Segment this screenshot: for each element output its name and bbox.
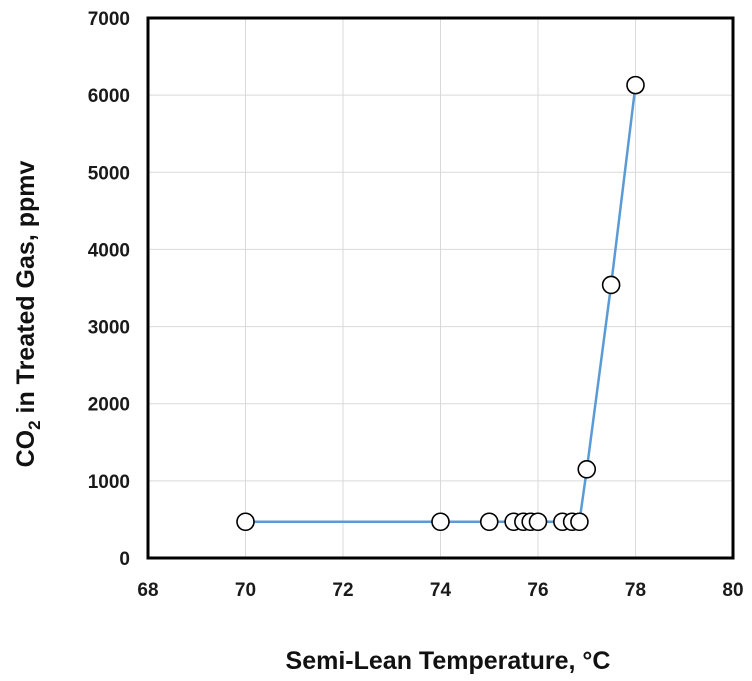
- y-tick-label: 2000: [88, 395, 130, 416]
- x-tick-label: 78: [625, 580, 646, 601]
- y-axis-title-part2: in Treated Gas, ppmv: [12, 161, 40, 421]
- plot-area-frame: [146, 16, 735, 560]
- data-point: [577, 459, 597, 479]
- y-tick-label: 3000: [88, 318, 130, 339]
- data-point: [601, 275, 621, 295]
- y-axis-title-part1: CO: [12, 430, 40, 468]
- y-tick-label: 4000: [88, 240, 130, 261]
- x-tick-label: 68: [137, 580, 158, 601]
- x-tick-label: 72: [332, 580, 353, 601]
- y-tick-label: 7000: [88, 9, 130, 30]
- x-axis-title: Semi-Lean Temperature, °C: [286, 647, 611, 675]
- y-axis-title: CO2 in Treated Gas, ppmv: [12, 161, 44, 468]
- data-point: [626, 75, 645, 95]
- x-tick-label: 70: [235, 580, 256, 601]
- data-point: [236, 512, 255, 532]
- y-tick-label: 0: [119, 549, 130, 570]
- data-point: [479, 512, 499, 532]
- x-tick-label: 74: [430, 580, 452, 601]
- x-tick-label: 80: [722, 580, 743, 601]
- y-tick-label: 5000: [88, 163, 130, 184]
- data-point: [431, 512, 450, 532]
- data-point: [570, 512, 589, 532]
- y-tick-label: 1000: [88, 472, 130, 493]
- x-tick-label: 76: [527, 580, 548, 601]
- data-points: [236, 75, 645, 532]
- y-axis-title-subscript: 2: [25, 420, 44, 429]
- data-point: [528, 512, 548, 532]
- y-tick-label: 6000: [88, 86, 130, 107]
- y-tick-labels: 0 1000 2000 3000 4000 5000 6000 7000: [88, 9, 130, 570]
- x-tick-labels: 68 70 72 74 76 78 80: [137, 580, 743, 601]
